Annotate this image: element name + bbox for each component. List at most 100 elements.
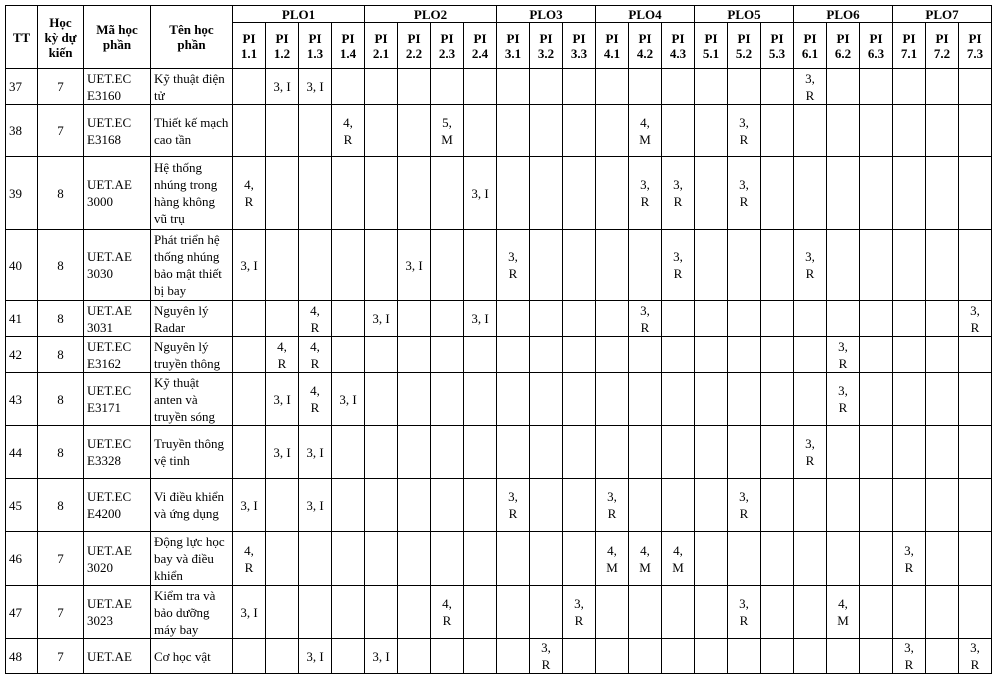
- cell-course-code: UET.EC E3328: [83, 425, 151, 479]
- table-row: 38 7 UET.EC E3168 Thiết kế mạch cao tần 4, R…: [5, 104, 992, 157]
- header-pi: PI 3.3: [562, 22, 596, 69]
- cell-pi-rating: [925, 531, 959, 586]
- cell-pi-rating: 4, R: [298, 300, 332, 337]
- cell-course-name: Động lực học bay và điều khiển: [150, 531, 233, 586]
- cell-pi-rating: [595, 229, 629, 301]
- cell-pi-rating: [694, 531, 728, 586]
- cell-pi-rating: [760, 68, 794, 105]
- cell-pi-rating: [859, 531, 893, 586]
- cell-semester: 7: [37, 104, 84, 157]
- cell-pi-rating: [892, 478, 926, 532]
- table-row: 46 7 UET.AE 3020 Động lực học bay và điều k…: [5, 531, 992, 586]
- cell-pi-rating: [595, 372, 629, 426]
- cell-pi-rating: [562, 425, 596, 479]
- cell-pi-rating: [859, 638, 893, 674]
- cell-pi-rating: [694, 638, 728, 674]
- cell-pi-rating: [298, 531, 332, 586]
- cell-course-code: UET.AE 3020: [83, 531, 151, 586]
- cell-pi-rating: [727, 372, 761, 426]
- cell-pi-rating: [496, 156, 530, 230]
- cell-pi-rating: [562, 104, 596, 157]
- cell-pi-rating: [925, 336, 959, 373]
- cell-pi-rating: [562, 336, 596, 373]
- cell-course-name: Kỹ thuật anten và truyền sóng: [150, 372, 233, 426]
- cell-pi-rating: [628, 425, 662, 479]
- cell-pi-rating: [232, 638, 266, 674]
- cell-pi-rating: 3, I: [298, 425, 332, 479]
- cell-tt: 38: [5, 104, 38, 157]
- cell-pi-rating: [826, 104, 860, 157]
- cell-pi-rating: [661, 425, 695, 479]
- header-pi: PI 1.3: [298, 22, 332, 69]
- cell-pi-rating: [925, 638, 959, 674]
- cell-pi-rating: [562, 372, 596, 426]
- cell-pi-rating: [562, 300, 596, 337]
- cell-pi-rating: 3, I: [463, 156, 497, 230]
- header-pi: PI 2.4: [463, 22, 497, 69]
- cell-pi-rating: [628, 372, 662, 426]
- header-plo-group: PLO7: [892, 5, 992, 23]
- cell-pi-rating: [397, 425, 431, 479]
- cell-pi-rating: [529, 336, 563, 373]
- cell-pi-rating: [958, 478, 992, 532]
- cell-course-code: UET.EC E4200: [83, 478, 151, 532]
- cell-pi-rating: [496, 372, 530, 426]
- cell-course-name: Cơ học vật: [150, 638, 233, 674]
- cell-pi-rating: 3, R: [628, 156, 662, 230]
- cell-pi-rating: [529, 531, 563, 586]
- cell-pi-rating: 3, I: [397, 229, 431, 301]
- cell-pi-rating: 3, R: [958, 638, 992, 674]
- cell-course-name: Vi điều khiển và ứng dụng: [150, 478, 233, 532]
- cell-course-code: UET.AE 3023: [83, 585, 151, 639]
- cell-pi-rating: [331, 638, 365, 674]
- cell-pi-rating: [331, 531, 365, 586]
- header-pi: PI 2.3: [430, 22, 464, 69]
- table-row: 47 7 UET.AE 3023 Kiểm tra và bảo dưỡng máy …: [5, 585, 992, 639]
- cell-pi-rating: 3, I: [265, 68, 299, 105]
- cell-pi-rating: [694, 229, 728, 301]
- cell-pi-rating: [760, 156, 794, 230]
- cell-pi-rating: [727, 425, 761, 479]
- cell-pi-rating: [958, 585, 992, 639]
- cell-pi-rating: [760, 372, 794, 426]
- cell-pi-rating: 3, R: [496, 229, 530, 301]
- cell-pi-rating: [331, 229, 365, 301]
- cell-pi-rating: [925, 68, 959, 105]
- header-pi: PI 5.1: [694, 22, 728, 69]
- cell-semester: 8: [37, 336, 84, 373]
- cell-pi-rating: [430, 531, 464, 586]
- cell-pi-rating: [298, 156, 332, 230]
- cell-pi-rating: [496, 585, 530, 639]
- cell-pi-rating: [859, 156, 893, 230]
- cell-pi-rating: [364, 478, 398, 532]
- cell-course-name: Thiết kế mạch cao tần: [150, 104, 233, 157]
- cell-pi-rating: [793, 104, 827, 157]
- cell-pi-rating: [430, 300, 464, 337]
- cell-pi-rating: [793, 156, 827, 230]
- cell-pi-rating: [595, 585, 629, 639]
- cell-pi-rating: [496, 68, 530, 105]
- cell-pi-rating: [463, 478, 497, 532]
- cell-pi-rating: [595, 104, 629, 157]
- cell-pi-rating: 3, I: [232, 585, 266, 639]
- cell-pi-rating: [430, 156, 464, 230]
- cell-pi-rating: 3, R: [529, 638, 563, 674]
- cell-pi-rating: [430, 638, 464, 674]
- cell-pi-rating: [496, 531, 530, 586]
- cell-tt: 42: [5, 336, 38, 373]
- cell-tt: 37: [5, 68, 38, 105]
- header-plo-group: PLO3: [496, 5, 596, 23]
- cell-pi-rating: [430, 425, 464, 479]
- cell-tt: 40: [5, 229, 38, 301]
- cell-tt: 41: [5, 300, 38, 337]
- cell-pi-rating: [265, 229, 299, 301]
- cell-pi-rating: [331, 336, 365, 373]
- cell-pi-rating: [661, 300, 695, 337]
- cell-pi-rating: [562, 68, 596, 105]
- cell-pi-rating: [859, 478, 893, 532]
- cell-pi-rating: 3, R: [793, 229, 827, 301]
- cell-course-name: Kỹ thuật điện tử: [150, 68, 233, 105]
- cell-pi-rating: [628, 638, 662, 674]
- header-pi: PI 4.2: [628, 22, 662, 69]
- cell-pi-rating: [397, 585, 431, 639]
